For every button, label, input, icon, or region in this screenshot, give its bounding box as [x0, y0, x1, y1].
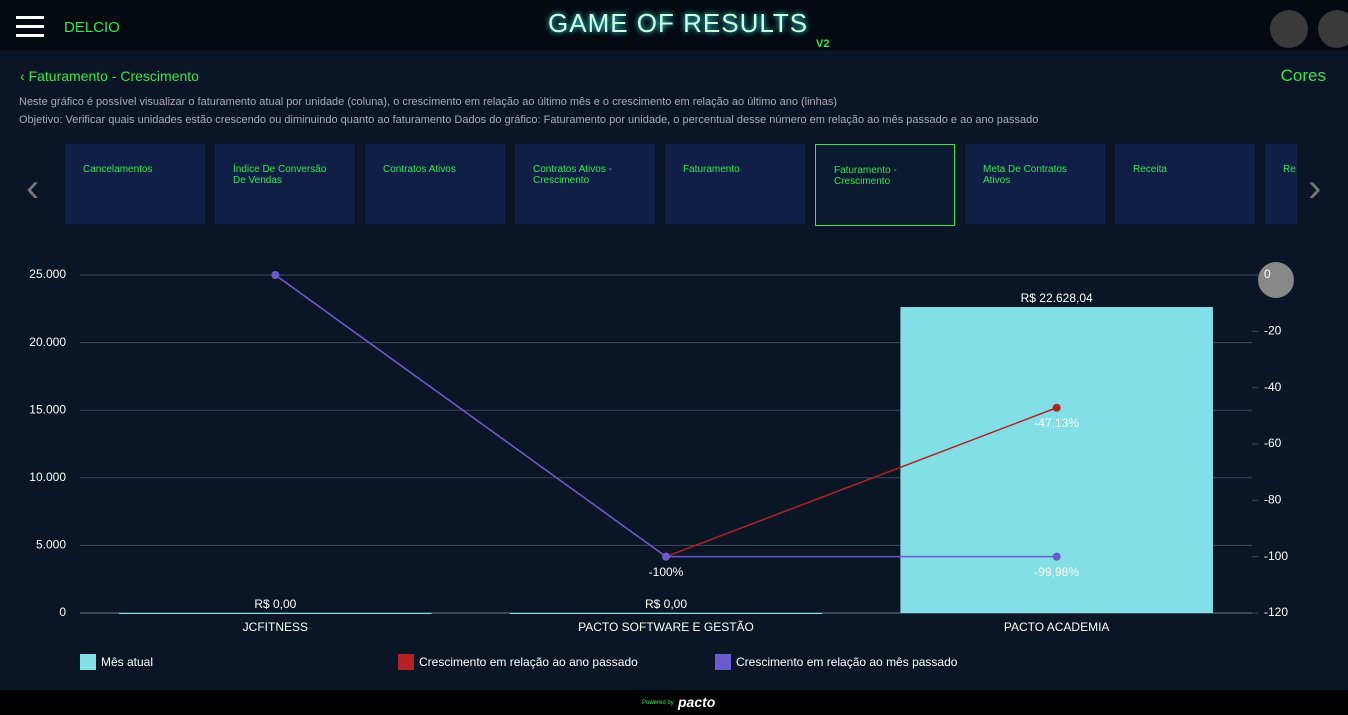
value-label: R$ 0,00 [645, 597, 687, 611]
legend-label: Crescimento em relação ao ano passado [419, 655, 638, 669]
tab[interactable]: Receita [1115, 144, 1255, 224]
point [662, 552, 670, 561]
top-bar: DELCIO GAME OF RESULTS V2 [0, 0, 1348, 50]
tab[interactable]: Faturamento - Crescimento [815, 144, 955, 226]
y2-tick-label: -60 [1264, 436, 1282, 450]
legend-swatch [398, 654, 414, 670]
y-tick-label: 15.000 [29, 402, 66, 416]
prev-arrow[interactable]: ‹ [26, 166, 40, 210]
point [1052, 403, 1061, 412]
chart: 0 5.000 10.000 15.000 20.000 25.000 -120 -100 -8… [29, 262, 1294, 670]
y2-tick-label: -20 [1264, 324, 1282, 338]
legend-label: Mês atual [101, 655, 153, 669]
value-label: -47,13% [1034, 416, 1079, 430]
point [271, 271, 280, 279]
y2-tick-label: -80 [1264, 493, 1282, 507]
y-tick-label: 10.000 [29, 470, 66, 484]
y2-tick-label: -120 [1264, 605, 1288, 619]
tab[interactable]: Contratos Ativos - Crescimento [515, 144, 655, 224]
y2-tick-label: -100 [1264, 549, 1288, 563]
legend-swatch [80, 654, 96, 670]
tab[interactable]: Faturamento [665, 144, 805, 224]
tab[interactable]: Cancelamentos [65, 144, 205, 224]
description: Objetivo: Verificar quais unidades estão… [19, 114, 1039, 126]
menu-button[interactable] [16, 16, 44, 43]
tabs: Cancelamentos Índice De Conversão De Vend… [65, 144, 1297, 226]
y2-tick-label: 0 [1264, 267, 1271, 281]
x-tick-label: JCFITNESS [243, 620, 308, 634]
page-title-text: Faturamento - Crescimento [28, 68, 199, 84]
tab[interactable]: Re [1265, 144, 1297, 224]
bar [900, 307, 1213, 613]
download-button[interactable] [1258, 262, 1294, 298]
bar [509, 613, 823, 614]
tab[interactable]: Contratos Ativos [365, 144, 505, 224]
legend-swatch [715, 654, 731, 670]
tab[interactable]: Índice De Conversão De Vendas [215, 144, 355, 224]
brand: pacto [678, 694, 716, 710]
refresh-button[interactable] [1270, 10, 1308, 48]
value-label: -100% [649, 565, 684, 579]
power-button[interactable] [1318, 10, 1348, 48]
y2-tick-label: -40 [1264, 380, 1282, 394]
logo: GAME OF RESULTS [548, 8, 809, 38]
legend-label: Crescimento em relação ao mês passado [736, 655, 958, 669]
version: V2 [816, 38, 830, 50]
y-tick-label: 25.000 [29, 267, 66, 281]
x-tick-label: PACTO ACADEMIA [1004, 620, 1110, 634]
value-label: R$ 0,00 [254, 597, 296, 611]
footer: Powered by pacto [0, 690, 1348, 715]
description: Neste gráfico é possível visualizar o fa… [19, 96, 838, 108]
y-tick-label: 0 [59, 605, 66, 619]
y-tick-label: 20.000 [29, 335, 66, 349]
colors-button[interactable]: Cores [1280, 66, 1326, 85]
y-tick-label: 5.000 [36, 538, 66, 552]
point [1052, 552, 1061, 561]
value-label: R$ 22.628,04 [1021, 291, 1093, 305]
powered: Powered by [642, 700, 674, 706]
next-arrow[interactable]: › [1308, 166, 1322, 210]
page-title[interactable]: ‹ Faturamento - Crescimento [20, 68, 199, 84]
x-tick-label: PACTO SOFTWARE E GESTÃO [578, 620, 754, 634]
tab[interactable]: Meta De Contratos Ativos [965, 144, 1105, 224]
user-name[interactable]: DELCIO [64, 19, 120, 36]
value-label: -99,98% [1034, 565, 1079, 579]
bar [119, 613, 432, 614]
